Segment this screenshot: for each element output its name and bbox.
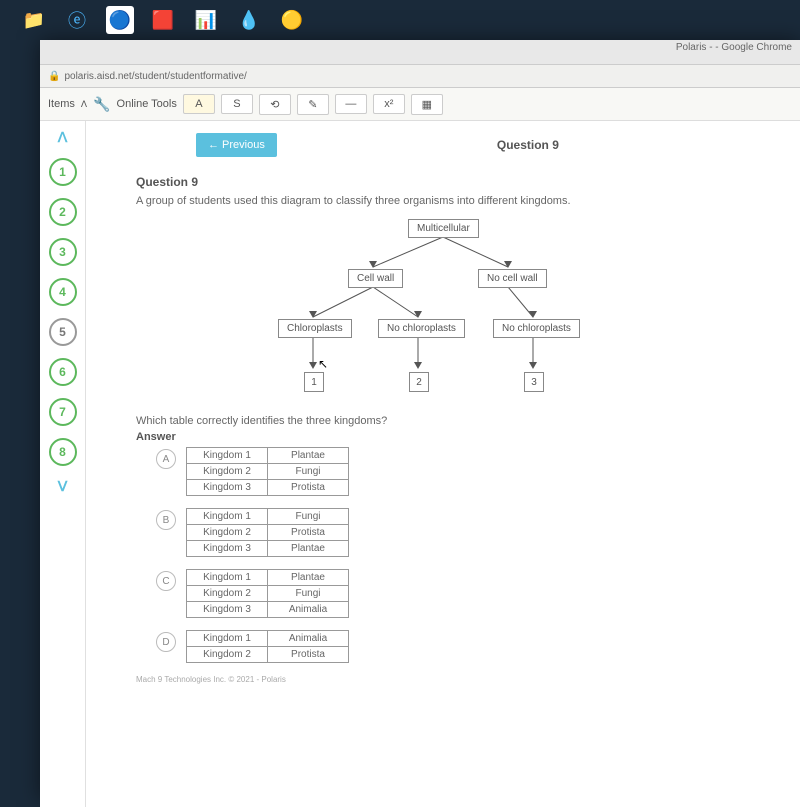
chrome-icon[interactable]: 🔵 <box>106 6 134 34</box>
option-table: Kingdom 1PlantaeKingdom 2FungiKingdom 3P… <box>186 447 349 496</box>
online-tools-label: Online Tools <box>117 98 177 110</box>
tree-nocellwall: No cell wall <box>478 269 547 288</box>
previous-button[interactable]: ← Previous <box>196 133 277 157</box>
app2-icon[interactable]: 💧 <box>235 6 263 34</box>
tree-box2: 2 <box>409 372 429 392</box>
tree-cellwall: Cell wall <box>348 269 403 288</box>
qnav-1[interactable]: 1 <box>49 158 77 186</box>
qnav-7[interactable]: 7 <box>49 398 77 426</box>
answer-option-b[interactable]: B Kingdom 1FungiKingdom 2ProtistaKingdom … <box>156 508 750 557</box>
option-letter: B <box>156 510 176 530</box>
classification-tree: Multicellular Cell wall No cell wall Chl… <box>233 217 653 407</box>
app-icon[interactable]: 🟥 <box>149 6 177 34</box>
tree-box3: 3 <box>524 372 544 392</box>
url-text: polaris.aisd.net/student/studentformativ… <box>64 71 246 82</box>
items-label[interactable]: Items <box>48 98 75 110</box>
qnav-6[interactable]: 6 <box>49 358 77 386</box>
qnav-8[interactable]: 8 <box>49 438 77 466</box>
answer-label: Answer <box>136 431 750 443</box>
question-prompt: Which table correctly identifies the thr… <box>136 415 750 427</box>
ie-icon[interactable]: ⓔ <box>63 6 91 34</box>
items-chevron[interactable]: ᐱ <box>81 99 87 110</box>
tool-line[interactable]: — <box>335 94 367 114</box>
option-letter: C <box>156 571 176 591</box>
qnav-4[interactable]: 4 <box>49 278 77 306</box>
question-text: A group of students used this diagram to… <box>136 195 750 207</box>
question-title: Question 9 <box>136 175 750 189</box>
wrench-icon[interactable]: 🔧 <box>93 96 110 113</box>
tool-s[interactable]: S <box>221 94 253 114</box>
option-letter: D <box>156 632 176 652</box>
answer-option-d[interactable]: D Kingdom 1AnimaliaKingdom 2Protista <box>156 630 750 663</box>
tool-a[interactable]: A <box>183 94 215 114</box>
option-table: Kingdom 1AnimaliaKingdom 2Protista <box>186 630 349 663</box>
tool-calc[interactable]: ▦ <box>411 94 443 115</box>
qnav-5[interactable]: 5 <box>49 318 77 346</box>
tool-sup[interactable]: x² <box>373 94 405 114</box>
footer-text: Mach 9 Technologies Inc. © 2021 - Polari… <box>136 675 750 684</box>
answer-option-c[interactable]: C Kingdom 1PlantaeKingdom 2FungiKingdom 3… <box>156 569 750 618</box>
tree-root: Multicellular <box>408 219 479 238</box>
question-main: ← Previous Question 9 Question 9 A group… <box>86 121 800 807</box>
option-table: Kingdom 1FungiKingdom 2ProtistaKingdom 3… <box>186 508 349 557</box>
tool-undo[interactable]: ⟲ <box>259 94 291 115</box>
folder-icon[interactable]: 📁 <box>20 6 48 34</box>
tree-chloro: Chloroplasts <box>278 319 352 338</box>
qnav-2[interactable]: 2 <box>49 198 77 226</box>
option-table: Kingdom 1PlantaeKingdom 2FungiKingdom 3A… <box>186 569 349 618</box>
window-titlebar: Polaris - - Google Chrome <box>40 40 800 65</box>
option-letter: A <box>156 449 176 469</box>
tree-nochloro2: No chloroplasts <box>493 319 580 338</box>
tree-box1: 1 <box>304 372 324 392</box>
tool-pen[interactable]: ✎ <box>297 94 329 115</box>
taskbar: 📁 ⓔ 🔵 🟥 📊 💧 🟡 <box>0 0 800 40</box>
cursor-icon: ↖ <box>318 357 328 371</box>
qnav-3[interactable]: 3 <box>49 238 77 266</box>
chart-icon[interactable]: 📊 <box>192 6 220 34</box>
url-bar[interactable]: 🔒 polaris.aisd.net/student/studentformat… <box>40 65 800 88</box>
question-label: Question 9 <box>497 138 559 152</box>
nav-up[interactable]: ᐱ <box>58 129 68 146</box>
app-toolbar: Items ᐱ 🔧 Online Tools A S ⟲ ✎ — x² ▦ <box>40 88 800 121</box>
browser-window: Polaris - - Google Chrome 🔒 polaris.aisd… <box>40 40 800 800</box>
nav-down[interactable]: ᐯ <box>58 478 68 495</box>
question-sidebar: ᐱ 1 2 3 4 5 6 7 8 ᐯ <box>40 121 86 807</box>
answer-option-a[interactable]: A Kingdom 1PlantaeKingdom 2FungiKingdom 3… <box>156 447 750 496</box>
tree-nochloro1: No chloroplasts <box>378 319 465 338</box>
app3-icon[interactable]: 🟡 <box>278 6 306 34</box>
lock-icon: 🔒 <box>48 71 60 82</box>
